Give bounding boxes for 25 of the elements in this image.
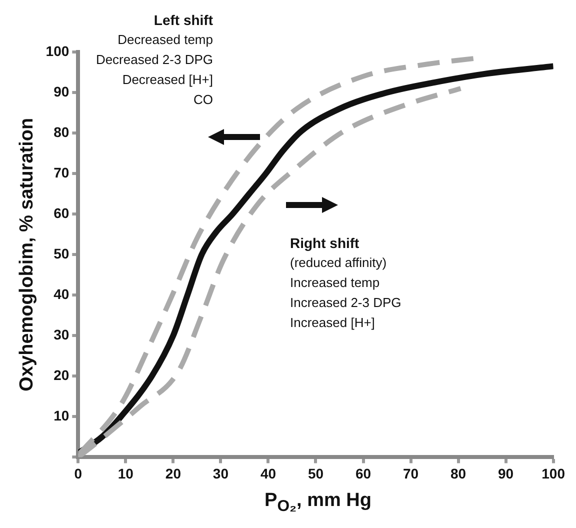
y-axis-title: Oxyhemoglobim, % saturation xyxy=(16,118,38,392)
annotation: Right shift (reduced affinity) Increased temp Increased 2-3 DPG Increased [H+] xyxy=(290,234,402,332)
y-tick-label: 70 xyxy=(54,164,70,180)
y-tick-label: 100 xyxy=(46,42,70,59)
x-tick-label: 10 xyxy=(118,465,134,482)
x-tick-label: 90 xyxy=(498,465,514,482)
y-tick-label: 80 xyxy=(54,124,70,140)
y-tick-label: 50 xyxy=(54,245,70,262)
x-tick-label: 0 xyxy=(74,465,82,482)
y-tick-label: 30 xyxy=(54,326,70,342)
x-tick-label: 100 xyxy=(542,465,566,482)
x-tick-label: 30 xyxy=(212,465,229,482)
y-tick-label: 90 xyxy=(54,83,70,100)
y-tick-label: 20 xyxy=(54,367,70,384)
x-tick-label: 20 xyxy=(165,465,182,482)
x-tick-label: 60 xyxy=(355,465,372,482)
annotation: Left shift Decreased temp Decreased 2-3 DPG Decreased [H+] CO xyxy=(96,11,213,109)
x-axis-title: P$_{O₂}$, mm Hg xyxy=(264,490,372,516)
y-tick-label: 40 xyxy=(54,286,70,302)
x-tick-label: 40 xyxy=(260,465,276,482)
x-tick-label: 50 xyxy=(308,465,324,482)
y-tick-label: 10 xyxy=(54,408,70,424)
x-tick-label: 70 xyxy=(402,465,419,482)
x-tick-label: 80 xyxy=(450,465,466,482)
y-tick-label: 60 xyxy=(54,204,70,221)
